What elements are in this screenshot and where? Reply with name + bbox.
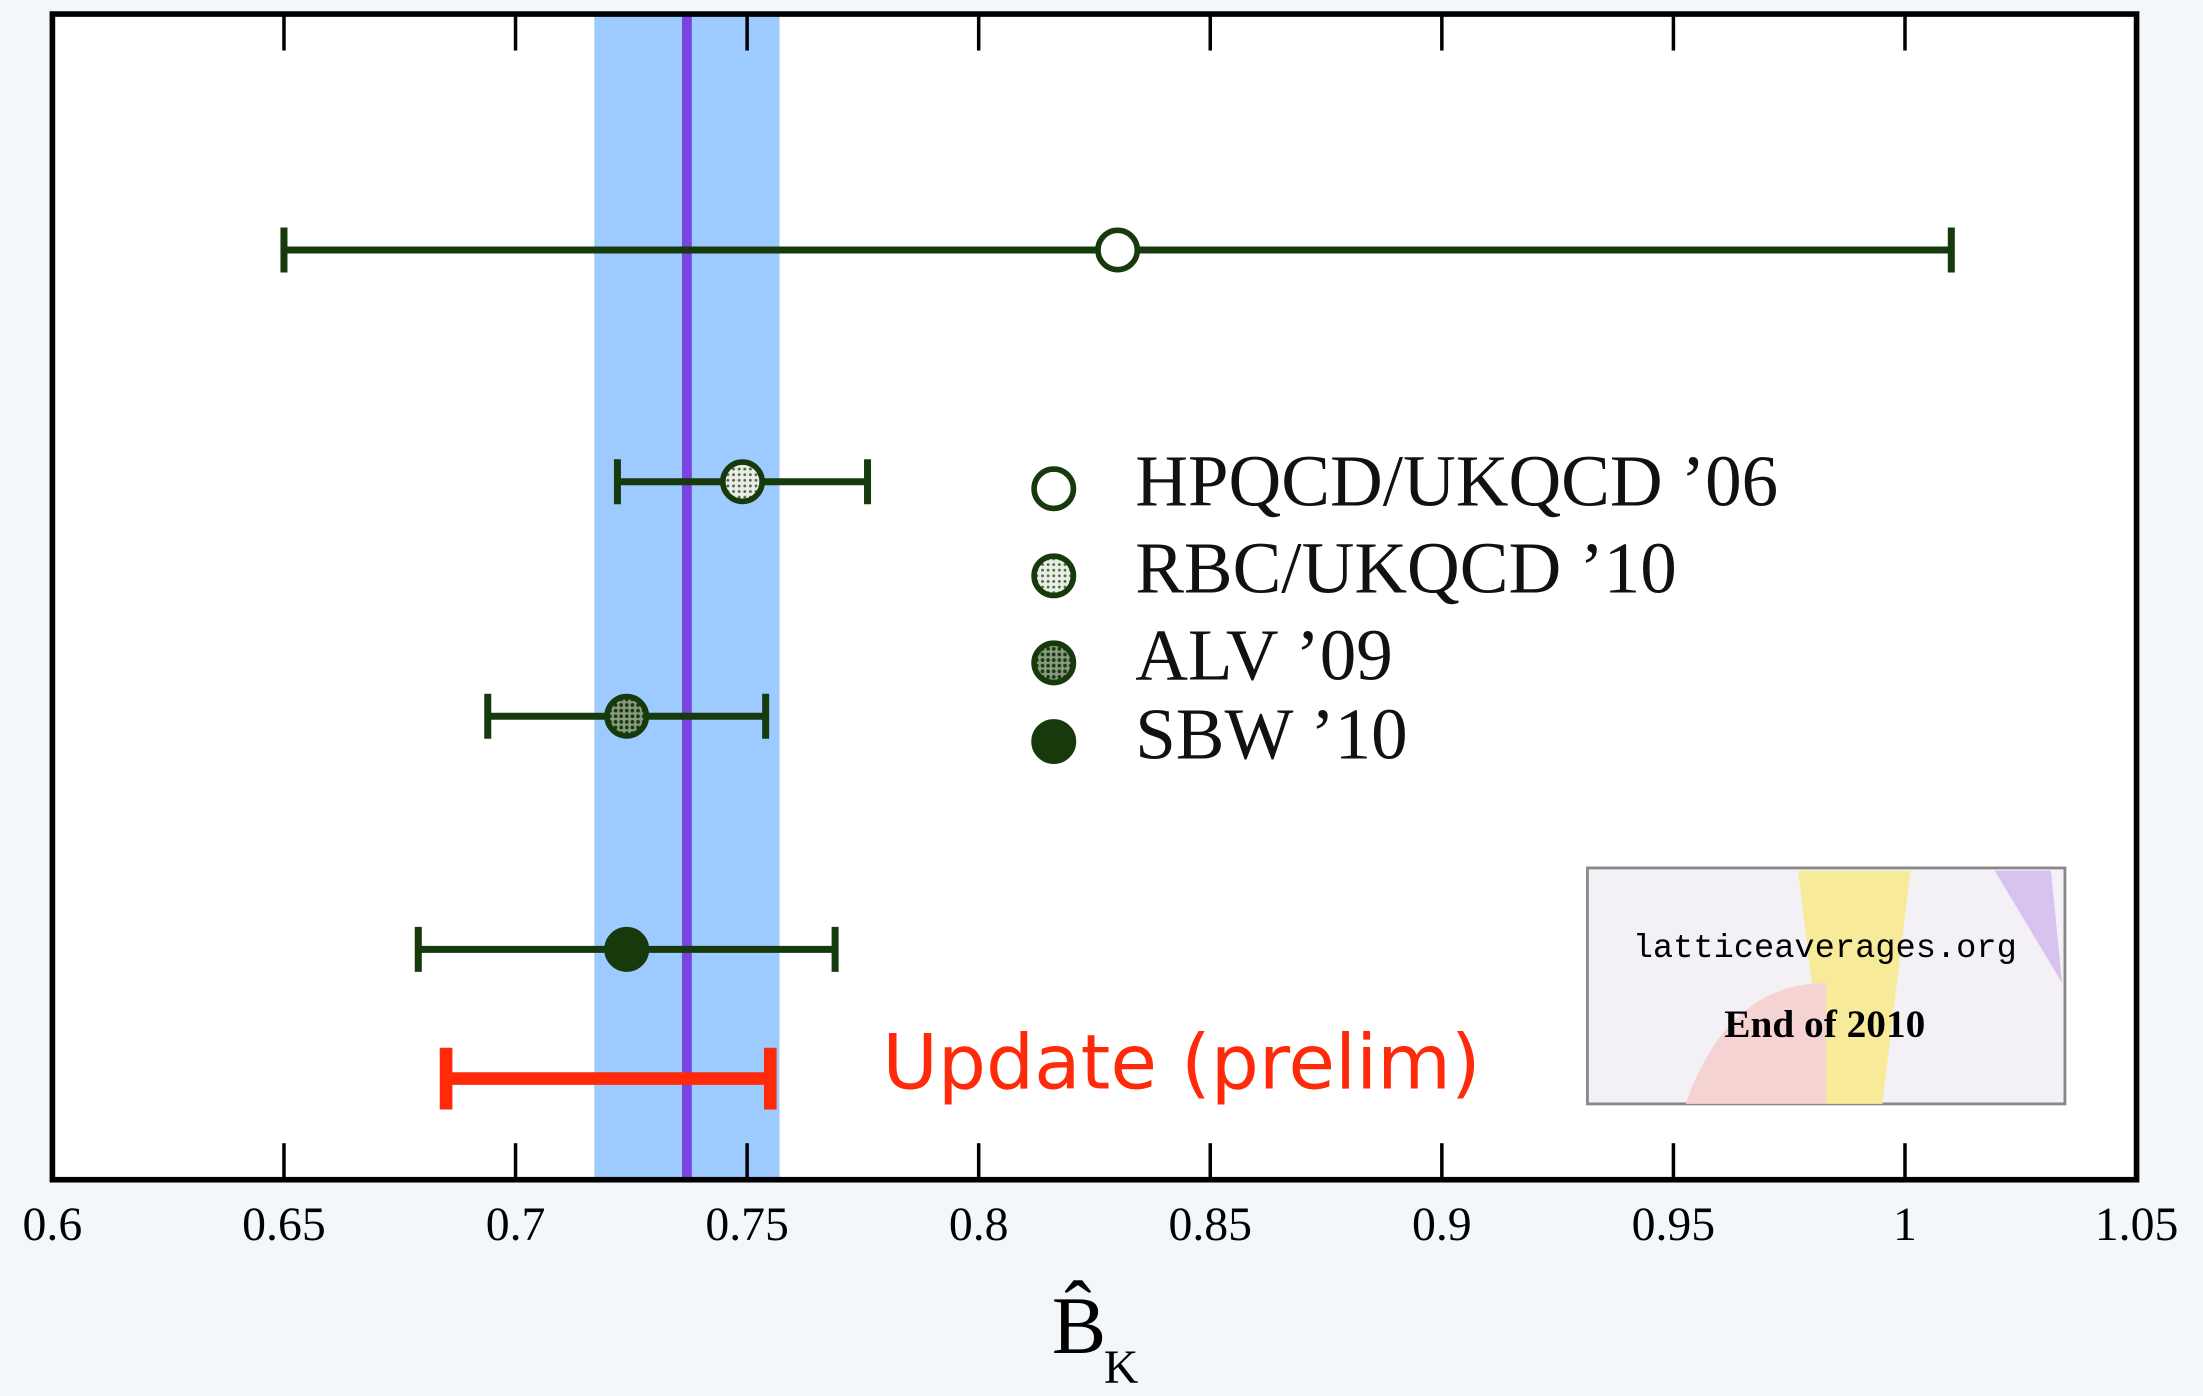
point xyxy=(720,459,765,505)
point xyxy=(1095,227,1141,273)
legend-label: SBW ’10 xyxy=(1135,693,1408,774)
x-axis-label-subscript: K xyxy=(1104,1341,1138,1394)
logo-shape xyxy=(1994,870,2063,984)
x-tick-label: 0.6 xyxy=(23,1198,83,1251)
legend-marker xyxy=(1031,719,1077,765)
x-tick-label: 1 xyxy=(1893,1198,1917,1251)
x-tick-label: 0.65 xyxy=(242,1198,326,1251)
logo: latticeaverages.org End of 2010 xyxy=(1586,866,2067,1106)
annotation: Update (prelim) xyxy=(882,1018,1480,1106)
legend-label: HPQCD/UKQCD ’06 xyxy=(1135,441,1778,522)
plot-frame xyxy=(49,11,2140,1183)
logo-shape xyxy=(1685,983,1827,1104)
point xyxy=(604,693,650,739)
x-tick-label: 0.85 xyxy=(1168,1198,1252,1251)
legend-label: ALV ’09 xyxy=(1135,615,1393,696)
x-tick-label: 0.95 xyxy=(1632,1198,1716,1251)
legend-marker xyxy=(1031,466,1077,512)
x-tick-label: 0.7 xyxy=(486,1198,546,1251)
logo-subtitle: End of 2010 xyxy=(1724,1002,1925,1046)
x-tick-label: 0.8 xyxy=(949,1198,1009,1251)
legend-marker xyxy=(1031,553,1077,599)
x-tick-label: 0.9 xyxy=(1412,1198,1472,1251)
x-tick-label: 0.75 xyxy=(705,1198,789,1251)
legend-label: RBC/UKQCD ’10 xyxy=(1135,528,1677,609)
x-tick-label: 1.05 xyxy=(2095,1198,2179,1251)
point xyxy=(604,926,650,972)
legend-marker xyxy=(1031,640,1077,686)
logo-text: latticeaverages.org xyxy=(1633,930,2017,968)
x-axis-label: B̂ xyxy=(1052,1279,1106,1371)
